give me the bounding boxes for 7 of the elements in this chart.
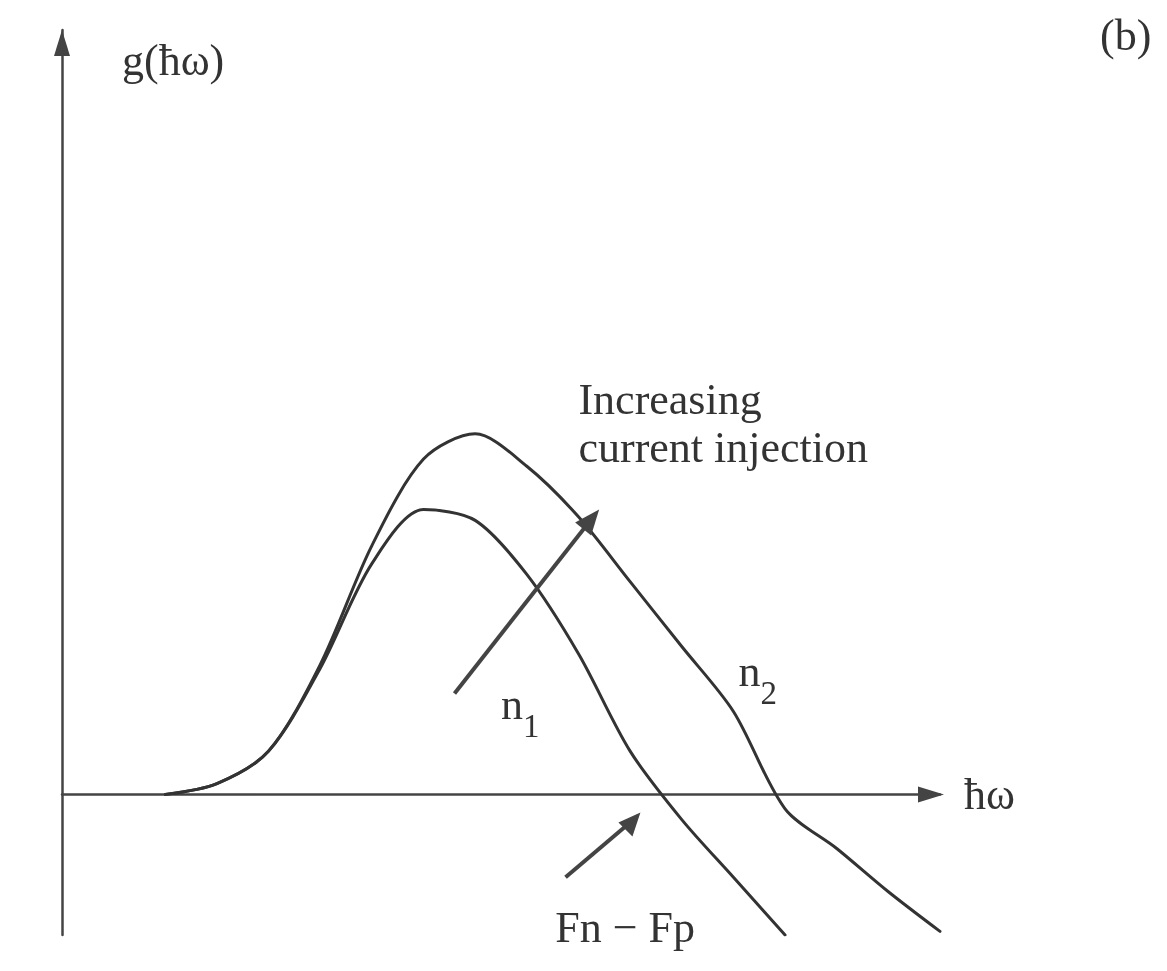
x-axis-title: ħω [964, 769, 1015, 819]
series-label: n$_{2}$ [738, 647, 778, 712]
text: (b) [1100, 11, 1152, 60]
annotation: Fn − Fp [555, 903, 695, 953]
series-label: n$_{1}$ [501, 679, 540, 744]
annotation: Increasing current injection [578, 374, 869, 473]
text: g(ħω) [122, 36, 225, 85]
